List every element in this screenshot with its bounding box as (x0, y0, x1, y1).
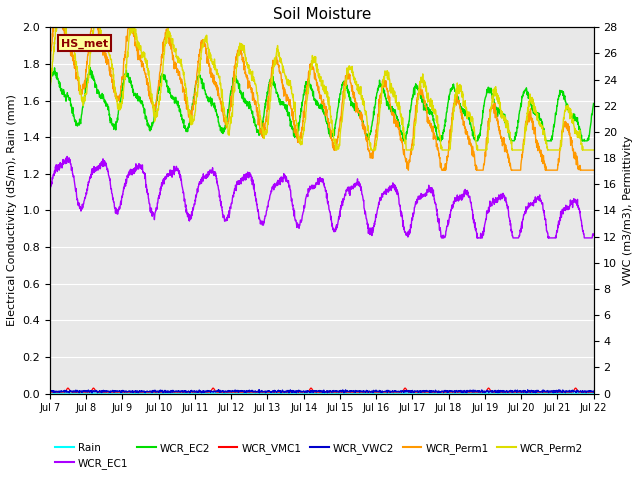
Text: HS_met: HS_met (61, 38, 108, 48)
WCR_EC2 (296, 113, 304, 119)
WCR_VMC1 (574, 388, 582, 394)
Rain (296, 390, 304, 396)
WCR_EC1 (74, 202, 82, 208)
WCR_Perm2 (332, 147, 340, 153)
WCR_EC2 (574, 120, 582, 125)
WCR_EC1 (589, 231, 597, 237)
WCR_VMC1 (74, 389, 82, 395)
WCR_Perm1 (574, 166, 582, 172)
WCR_Perm2 (574, 129, 582, 134)
Line: WCR_Perm1: WCR_Perm1 (50, 27, 593, 170)
Rain (46, 390, 54, 396)
Rain (575, 390, 582, 396)
Line: WCR_VMC1: WCR_VMC1 (50, 388, 593, 392)
WCR_VWC2 (74, 388, 82, 394)
Y-axis label: Electrical Conductivity (dS/m), Rain (mm): Electrical Conductivity (dS/m), Rain (mm… (7, 95, 17, 326)
Rain (589, 390, 597, 396)
WCR_EC1 (46, 184, 54, 190)
WCR_VWC2 (575, 389, 582, 395)
Rain (475, 390, 483, 396)
WCR_EC1 (438, 235, 445, 241)
WCR_Perm2 (53, 24, 61, 30)
WCR_VMC1 (310, 389, 318, 395)
Rain (574, 390, 582, 396)
WCR_VMC1 (474, 389, 482, 395)
WCR_VMC1 (589, 389, 597, 395)
WCR_VWC2 (255, 387, 263, 393)
Title: Soil Moisture: Soil Moisture (273, 7, 371, 22)
Rain (277, 390, 285, 396)
WCR_Perm2 (296, 136, 304, 142)
WCR_VWC2 (475, 388, 483, 394)
Rain (311, 390, 319, 396)
WCR_Perm1 (589, 167, 597, 173)
WCR_EC1 (296, 220, 304, 226)
WCR_Perm1 (296, 134, 304, 140)
WCR_Perm2 (589, 147, 597, 153)
WCR_EC1 (310, 185, 318, 191)
WCR_EC2 (399, 138, 407, 144)
WCR_Perm2 (310, 59, 318, 64)
WCR_VMC1 (46, 389, 54, 395)
WCR_EC2 (575, 121, 582, 127)
WCR_Perm1 (310, 76, 318, 82)
Legend: Rain, WCR_EC1, WCR_EC2, WCR_VMC1, WCR_VWC2, WCR_Perm1, WCR_Perm2: Rain, WCR_EC1, WCR_EC2, WCR_VMC1, WCR_VW… (55, 443, 583, 469)
Line: WCR_EC1: WCR_EC1 (50, 156, 593, 238)
WCR_VWC2 (296, 388, 304, 394)
WCR_VWC2 (65, 390, 73, 396)
WCR_EC2 (589, 101, 597, 107)
WCR_VMC1 (296, 389, 304, 395)
WCR_EC2 (46, 81, 54, 87)
Line: WCR_VWC2: WCR_VWC2 (50, 390, 593, 393)
WCR_EC2 (86, 64, 94, 70)
Line: WCR_EC2: WCR_EC2 (50, 67, 593, 141)
WCR_EC1 (475, 235, 483, 241)
WCR_EC2 (475, 132, 483, 138)
Rain (74, 390, 81, 396)
WCR_Perm2 (74, 73, 82, 79)
WCR_VWC2 (574, 388, 582, 394)
WCR_EC1 (63, 154, 71, 159)
WCR_Perm1 (49, 24, 57, 30)
WCR_VWC2 (46, 388, 54, 394)
WCR_VMC1 (574, 388, 582, 394)
Rain (141, 390, 149, 396)
Line: WCR_Perm2: WCR_Perm2 (50, 27, 593, 150)
WCR_EC2 (74, 122, 81, 128)
WCR_Perm1 (74, 75, 82, 81)
WCR_Perm2 (575, 132, 582, 138)
WCR_Perm1 (404, 167, 412, 173)
WCR_EC1 (575, 203, 582, 208)
WCR_EC1 (574, 204, 582, 210)
WCR_VWC2 (311, 389, 319, 395)
WCR_Perm2 (46, 86, 54, 92)
WCR_Perm1 (575, 164, 582, 169)
Y-axis label: VWC (m3/m3), Permittivity: VWC (m3/m3), Permittivity (623, 136, 633, 285)
WCR_EC2 (310, 96, 318, 102)
WCR_VMC1 (64, 385, 72, 391)
WCR_Perm1 (475, 167, 483, 173)
WCR_VWC2 (589, 389, 597, 395)
WCR_Perm2 (475, 147, 483, 153)
WCR_Perm1 (46, 57, 54, 62)
